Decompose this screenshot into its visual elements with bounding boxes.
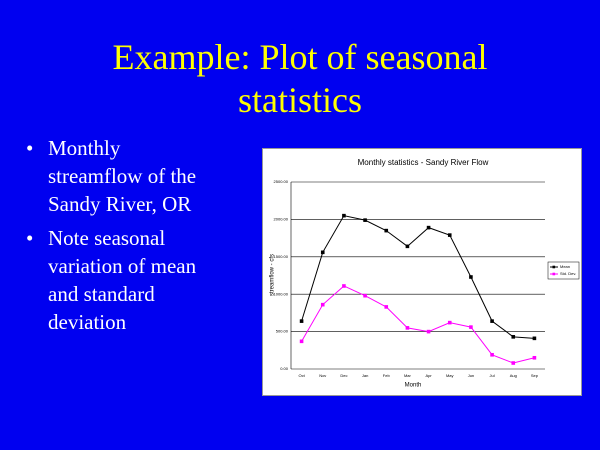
data-point: [469, 325, 473, 329]
y-tick-label: 1000.00: [274, 291, 289, 296]
data-point: [342, 284, 346, 288]
data-point: [490, 319, 494, 323]
chart: Monthly statistics - Sandy River Flow Mo…: [262, 148, 582, 396]
data-point: [384, 228, 389, 233]
x-tick-label: Aug: [510, 373, 517, 378]
data-point: [490, 352, 494, 357]
legend-box: [547, 261, 580, 280]
bullet: Monthly streamflow of the Sandy River, O…: [26, 134, 218, 218]
legend-marker: [552, 265, 556, 269]
y-tick-label: 500.00: [276, 329, 289, 334]
x-tick-label: Jul: [490, 373, 495, 378]
x-tick-label: Apr: [425, 373, 432, 378]
data-point: [405, 326, 410, 330]
data-point: [363, 293, 367, 298]
data-point: [299, 339, 304, 344]
data-point: [469, 275, 473, 279]
data-point: [532, 336, 537, 341]
x-tick-label: Sep: [531, 373, 539, 378]
x-tick-label: Nov: [319, 373, 326, 378]
data-point: [299, 319, 304, 323]
legend-label: Std. Dev.: [560, 271, 576, 276]
data-point: [320, 302, 325, 307]
data-point: [363, 218, 367, 222]
series-line: [301, 285, 535, 364]
y-axis-label: streamflow - cfs: [270, 254, 276, 296]
data-point: [384, 305, 389, 309]
x-tick-label: Dec: [340, 373, 347, 378]
bullet-list: Monthly streamflow of the Sandy River, O…: [26, 134, 236, 342]
y-tick-label: 2000.00: [274, 216, 289, 221]
slide-title: Example: Plot of seasonal statistics: [112, 37, 488, 120]
data-point: [342, 213, 346, 218]
y-tick-label: 0.00: [280, 366, 289, 371]
data-point: [532, 355, 537, 360]
data-point: [447, 233, 452, 237]
data-point: [447, 320, 452, 325]
legend-marker: [552, 272, 556, 276]
x-tick-label: Jan: [362, 373, 368, 378]
series-line: [301, 215, 535, 339]
legend-label: Mean: [560, 264, 570, 269]
chart-title: Monthly statistics - Sandy River Flow: [358, 158, 489, 167]
y-tick-label: 1500.00: [274, 254, 289, 259]
x-tick-label: Jun: [468, 373, 474, 378]
x-tick-label: Mar: [404, 373, 412, 378]
data-point: [511, 335, 516, 339]
data-point: [405, 244, 410, 249]
data-point: [426, 225, 431, 230]
bullet: Note seasonal variation of mean and stan…: [26, 224, 218, 336]
y-tick-label: 2500.00: [274, 179, 289, 184]
x-tick-label: May: [446, 373, 454, 378]
x-axis-label: Month: [405, 383, 422, 389]
x-tick-label: Feb: [383, 373, 391, 378]
data-point: [426, 329, 431, 334]
data-point: [511, 361, 516, 365]
x-tick-label: Oct: [298, 373, 305, 378]
data-point: [320, 250, 325, 255]
